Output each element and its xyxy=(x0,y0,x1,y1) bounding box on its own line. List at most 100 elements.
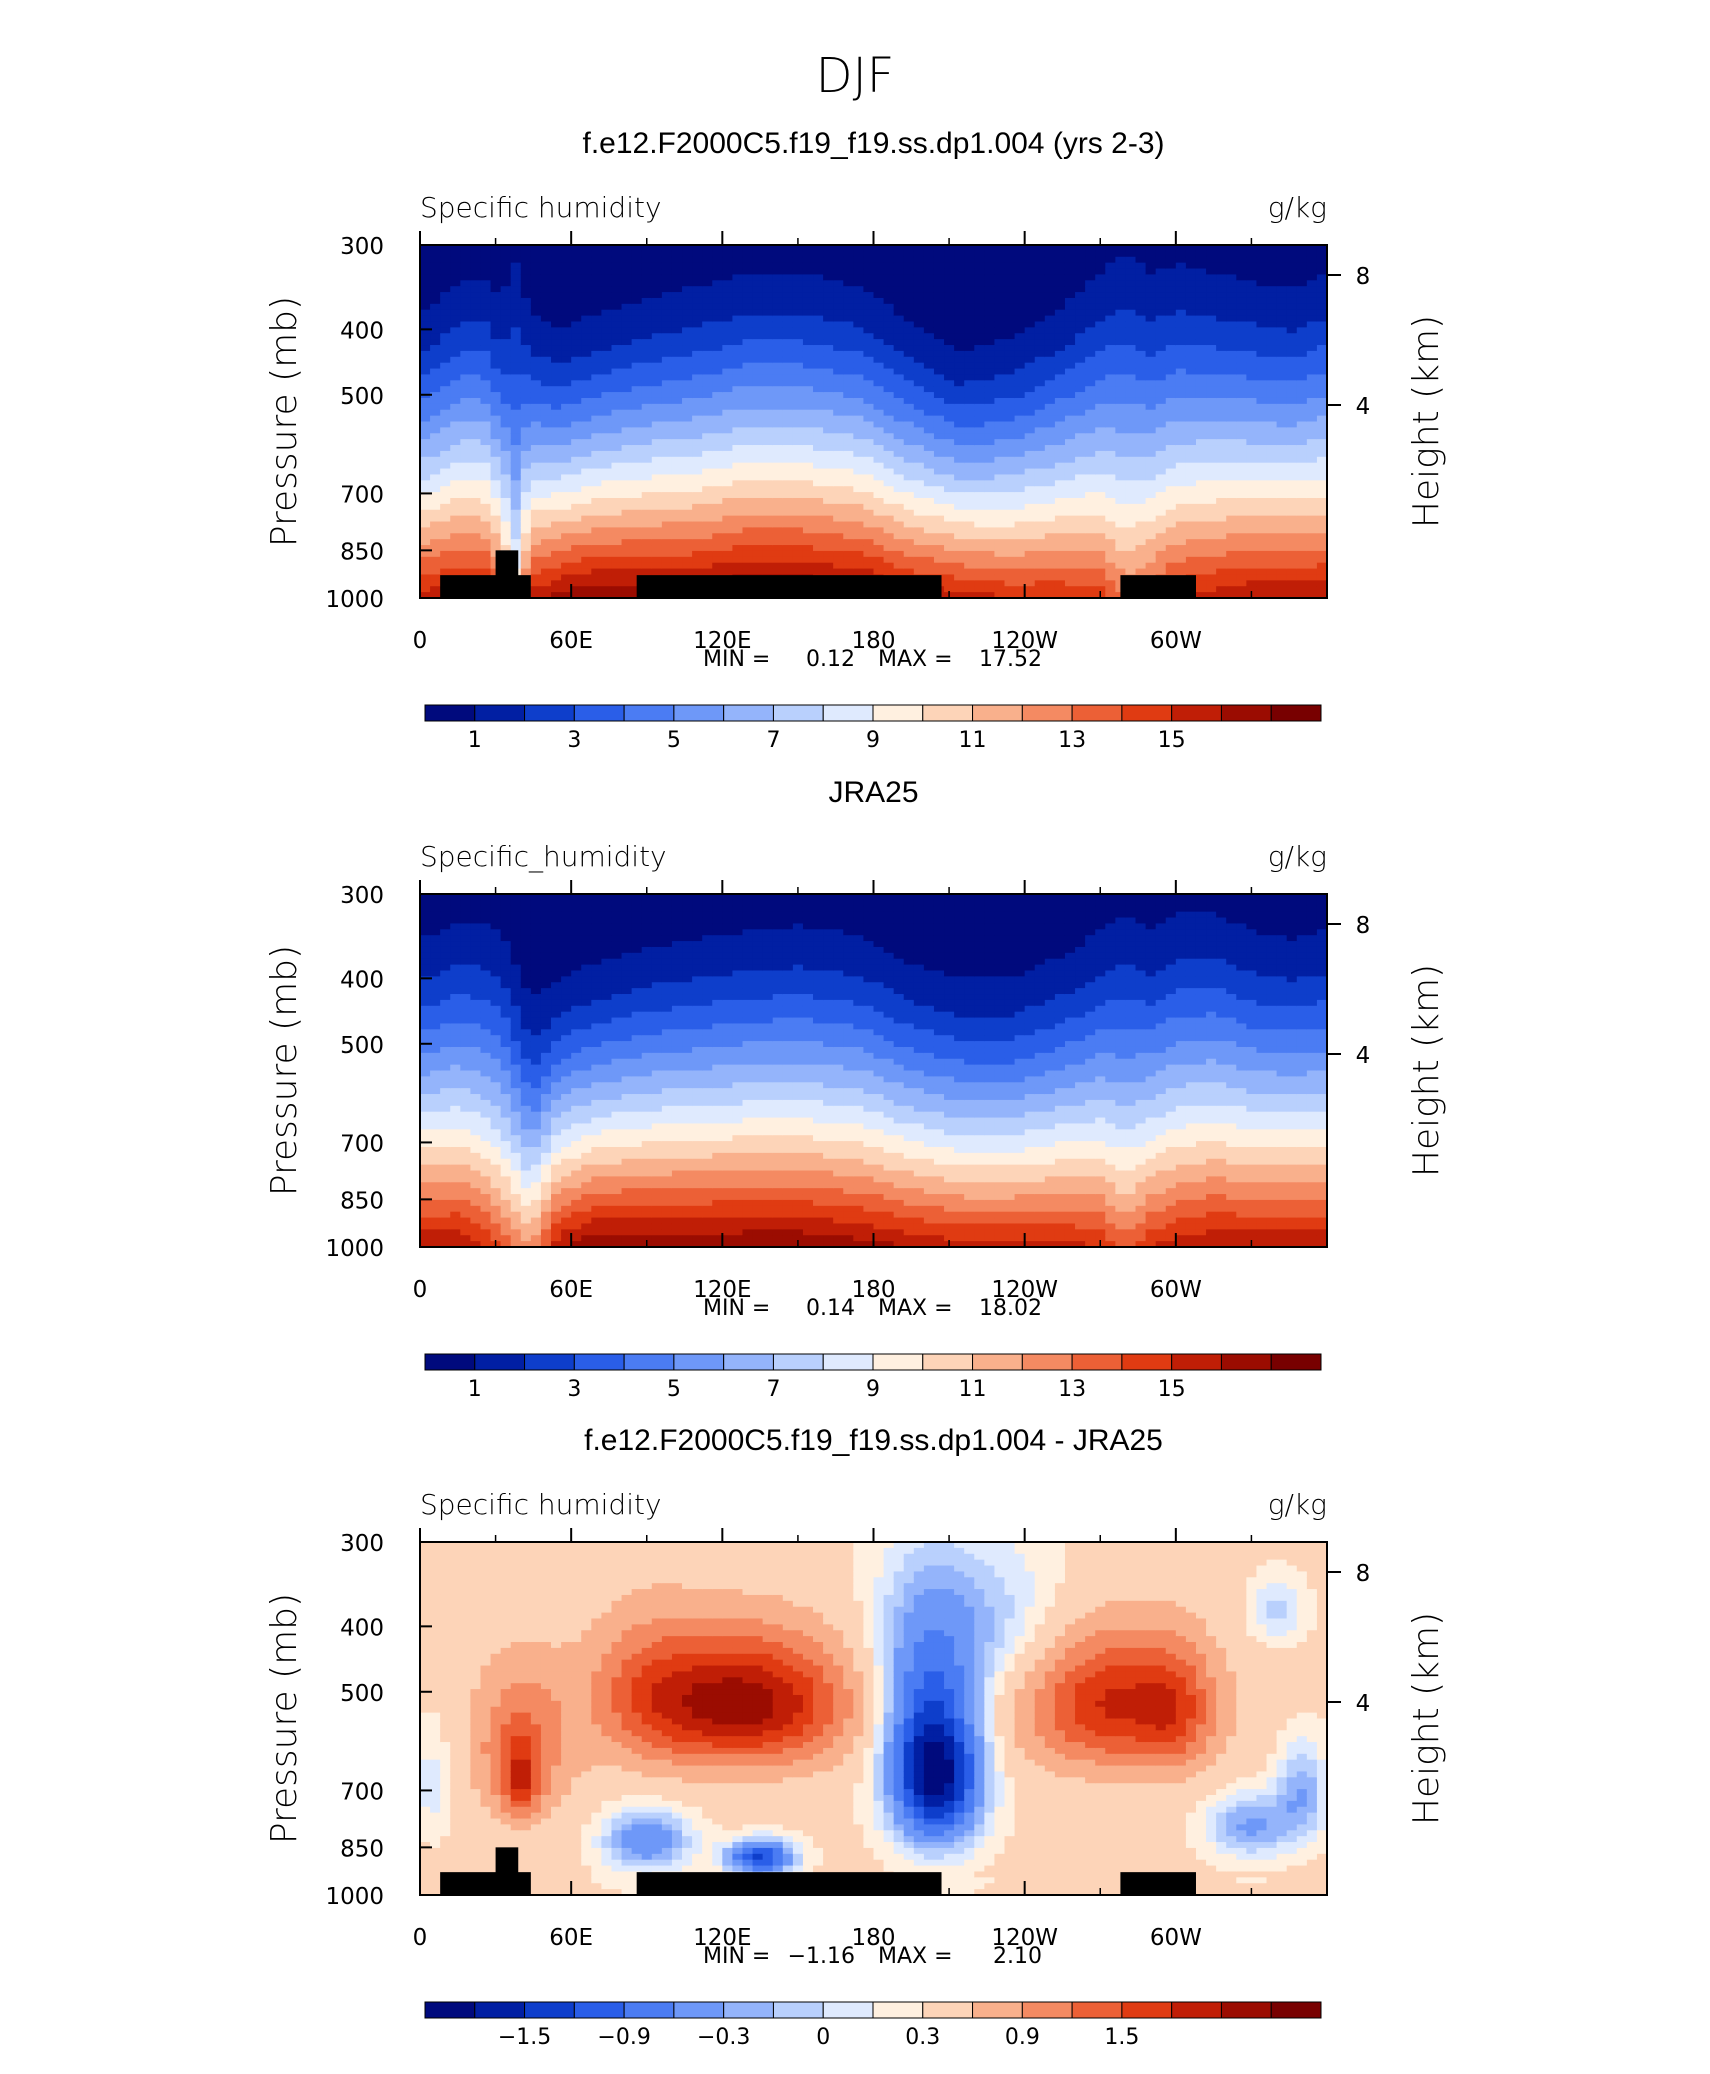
field-cell xyxy=(1115,339,1127,346)
field-cell xyxy=(682,433,693,440)
field-cell xyxy=(1044,262,1056,270)
field-cell xyxy=(1135,397,1147,405)
field-cell xyxy=(772,562,784,570)
field-cell xyxy=(913,315,925,323)
field-cell xyxy=(641,397,653,405)
field-cell xyxy=(420,262,431,270)
field-cell xyxy=(551,309,562,317)
field-cell xyxy=(772,339,784,346)
field-cell xyxy=(1226,245,1237,252)
field-cell xyxy=(1206,545,1217,552)
field-cell xyxy=(843,380,854,387)
field-cell xyxy=(1135,445,1147,452)
field-cell xyxy=(621,250,633,258)
field-cell xyxy=(1236,345,1247,352)
field-cell xyxy=(732,515,744,523)
field-cell xyxy=(1125,397,1137,405)
field-cell xyxy=(792,397,804,405)
field-cell xyxy=(732,486,744,493)
field-cell xyxy=(1115,250,1127,258)
field-cell xyxy=(1226,533,1237,540)
field-cell xyxy=(1054,397,1066,405)
field-cell xyxy=(732,445,744,452)
field-cell xyxy=(1175,492,1187,499)
field-cell xyxy=(641,403,653,411)
field-cell xyxy=(661,533,673,540)
field-cell xyxy=(722,392,734,399)
field-cell xyxy=(510,392,522,399)
field-cell xyxy=(1256,315,1268,323)
field-cell xyxy=(1206,350,1217,358)
field-cell xyxy=(440,268,451,276)
field-cell xyxy=(1034,439,1046,446)
field-cell xyxy=(954,321,965,328)
field-cell xyxy=(752,568,764,576)
field-cell xyxy=(420,439,431,446)
field-cell xyxy=(994,268,1006,276)
field-cell xyxy=(601,580,613,587)
field-cell xyxy=(702,315,713,323)
field-cell xyxy=(561,345,572,352)
field-cell xyxy=(1075,315,1086,323)
field-cell xyxy=(732,456,744,464)
field-cell xyxy=(833,321,844,328)
panel-model: f.e12.F2000C5.f19_f19.ss.dp1.004 (yrs 2-… xyxy=(264,127,1447,753)
field-cell xyxy=(661,521,673,528)
field-cell xyxy=(1135,274,1147,281)
field-cell xyxy=(641,503,653,511)
field-cell xyxy=(480,450,492,458)
field-cell xyxy=(1034,539,1046,546)
field-cell xyxy=(1044,486,1056,493)
field-cell xyxy=(520,303,532,311)
field-cell xyxy=(1135,315,1147,323)
field-cell xyxy=(1175,521,1187,528)
field-cell xyxy=(1206,521,1217,528)
field-cell xyxy=(420,297,431,305)
field-cell xyxy=(752,292,764,299)
field-cell xyxy=(1085,303,1096,311)
field-cell xyxy=(782,356,794,364)
field-cell xyxy=(1195,450,1207,458)
field-cell xyxy=(500,380,512,387)
field-cell xyxy=(641,550,653,558)
field-cell xyxy=(682,562,693,570)
field-cell xyxy=(500,439,512,446)
field-cell xyxy=(1185,503,1197,511)
field-cell xyxy=(1004,262,1016,270)
field-cell xyxy=(540,433,552,440)
field-cell xyxy=(1165,445,1177,452)
field-cell xyxy=(480,368,492,376)
field-cell xyxy=(561,421,572,428)
field-cell xyxy=(671,245,683,252)
field-cell xyxy=(490,392,502,399)
field-cell xyxy=(530,474,542,481)
field-cell xyxy=(1185,421,1197,428)
field-cell xyxy=(520,515,532,523)
field-cell xyxy=(732,374,744,381)
field-cell xyxy=(510,386,522,393)
field-cell xyxy=(944,286,955,293)
field-cell xyxy=(732,268,744,276)
field-cell xyxy=(782,450,794,458)
field-cell xyxy=(1095,468,1106,476)
field-cell xyxy=(1246,503,1258,511)
field-cell xyxy=(1135,568,1147,576)
field-cell xyxy=(1226,474,1237,481)
field-cell xyxy=(1185,268,1197,276)
field-cell xyxy=(772,303,784,311)
field-cell xyxy=(1206,509,1217,517)
field-cell xyxy=(1024,256,1036,264)
field-cell xyxy=(1024,392,1036,399)
field-cell xyxy=(813,262,824,270)
field-cell xyxy=(823,409,834,417)
field-cell xyxy=(480,280,492,287)
field-cell xyxy=(853,280,865,287)
field-cell xyxy=(722,303,734,311)
field-cell xyxy=(964,533,975,540)
field-cell xyxy=(682,409,693,417)
field-cell xyxy=(1165,327,1177,334)
field-cell xyxy=(510,374,522,381)
field-cell xyxy=(1155,297,1167,305)
field-cell xyxy=(833,550,844,558)
field-cell xyxy=(571,545,582,552)
